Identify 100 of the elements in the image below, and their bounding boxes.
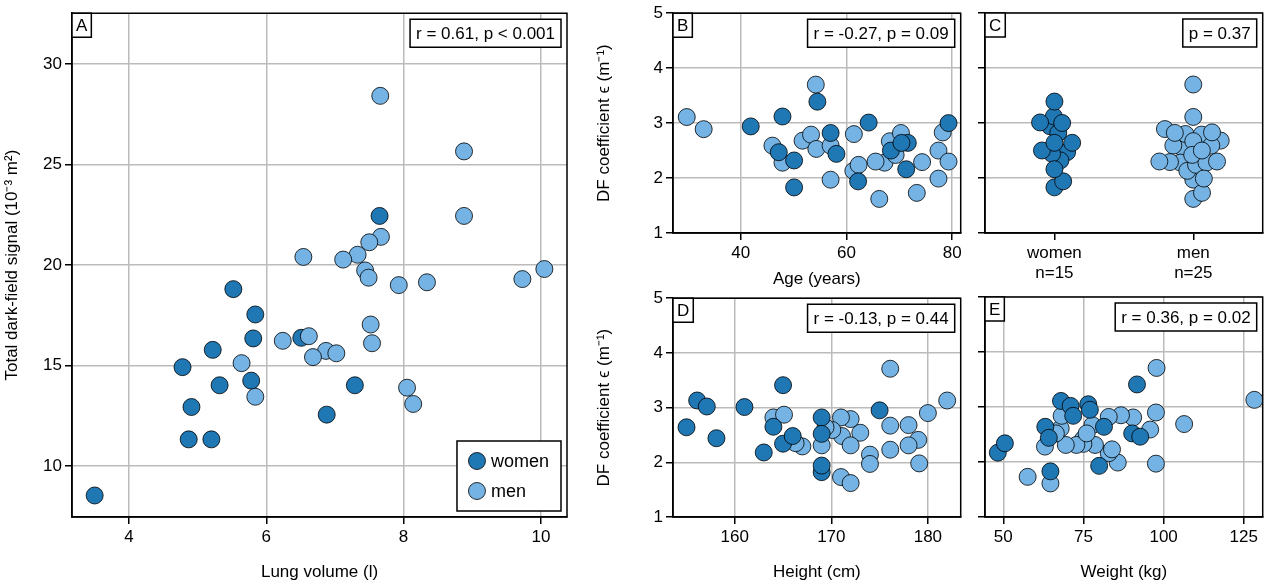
x-tick-label: 50 xyxy=(993,526,1013,546)
point xyxy=(774,376,792,395)
point xyxy=(182,398,201,416)
point xyxy=(677,108,696,126)
point xyxy=(371,86,390,105)
y-tick-label: 10 xyxy=(43,455,62,475)
point xyxy=(242,371,261,390)
point xyxy=(697,397,716,416)
y-axis-title: DF coefficient ϵ (m⁻¹) xyxy=(593,44,613,202)
x-tick-label: men n=25 xyxy=(1174,242,1213,283)
point xyxy=(327,344,346,363)
x-tick-label: 100 xyxy=(1149,526,1178,546)
point xyxy=(769,143,788,162)
x-tick-label: 80 xyxy=(942,242,962,262)
point xyxy=(899,436,918,455)
y-tick-label: 3 xyxy=(653,397,663,417)
point xyxy=(345,376,364,395)
x-tick-label: 180 xyxy=(913,526,943,546)
annotation: C xyxy=(989,15,1002,35)
point xyxy=(304,348,322,367)
point xyxy=(918,404,937,422)
point xyxy=(806,75,825,94)
point xyxy=(939,114,958,132)
annotation: r = -0.27, p = 0.09 xyxy=(813,23,949,43)
x-tick-label: 75 xyxy=(1073,526,1093,546)
x-tick-label: 60 xyxy=(837,242,856,262)
point xyxy=(913,153,931,172)
annotation: B xyxy=(677,15,689,35)
point xyxy=(783,427,802,445)
y-tick-label: 2 xyxy=(653,167,663,187)
x-axis-title: Weight (kg) xyxy=(1080,562,1168,582)
point xyxy=(859,113,878,132)
x-tick-label: 40 xyxy=(731,242,751,262)
annotation: r = 0.61, p < 0.001 xyxy=(416,23,556,43)
x-tick-label: 10 xyxy=(531,526,551,546)
point xyxy=(851,423,870,442)
point xyxy=(892,133,911,152)
point xyxy=(775,405,793,424)
point xyxy=(849,155,868,174)
y-tick-label: 15 xyxy=(43,355,62,375)
point xyxy=(418,273,436,292)
point xyxy=(1103,440,1121,459)
point xyxy=(741,117,760,136)
point xyxy=(1090,456,1109,475)
point xyxy=(389,276,408,295)
point xyxy=(85,486,104,505)
point xyxy=(348,245,367,264)
point xyxy=(203,340,222,359)
point xyxy=(785,151,804,170)
point xyxy=(246,305,265,324)
point xyxy=(273,331,292,350)
point xyxy=(939,152,958,171)
point xyxy=(832,408,850,427)
point xyxy=(535,260,554,278)
point xyxy=(995,434,1014,453)
point xyxy=(808,92,827,111)
point xyxy=(827,144,846,163)
x-axis-title: Age (years) xyxy=(772,269,861,289)
point xyxy=(1064,406,1083,425)
point xyxy=(844,125,863,143)
point xyxy=(179,430,198,449)
point xyxy=(849,172,867,191)
point xyxy=(360,233,379,252)
point xyxy=(1095,417,1113,436)
x-axis-title: Height (cm) xyxy=(772,562,861,582)
annotation: p = 0.37 xyxy=(1188,23,1251,43)
point xyxy=(246,387,265,406)
y-tick-label: 25 xyxy=(43,154,62,174)
point xyxy=(735,398,754,416)
point xyxy=(812,424,831,443)
y-tick-label: 2 xyxy=(653,451,663,471)
y-tick-label: 30 xyxy=(43,53,62,73)
point xyxy=(694,120,713,139)
point xyxy=(773,107,792,126)
point xyxy=(899,416,918,434)
point xyxy=(812,456,831,475)
point xyxy=(907,183,926,202)
point xyxy=(802,125,820,144)
point xyxy=(807,140,826,158)
point xyxy=(398,378,416,397)
point xyxy=(929,169,948,188)
y-axis-title: Total dark-field signal (10⁻³ m²) xyxy=(1,149,21,381)
point xyxy=(1077,424,1096,443)
point xyxy=(910,454,929,473)
y-tick-label: 4 xyxy=(653,57,663,77)
annotation: r = -0.13, p = 0.44 xyxy=(813,308,949,328)
point xyxy=(1147,359,1166,377)
point xyxy=(1175,415,1194,433)
point xyxy=(785,178,804,197)
point xyxy=(1147,403,1165,422)
point xyxy=(707,429,726,448)
point xyxy=(244,329,263,348)
point xyxy=(841,436,860,455)
x-tick-label: 6 xyxy=(261,526,272,546)
point xyxy=(866,152,885,171)
annotation: E xyxy=(989,299,1001,319)
point xyxy=(299,327,318,346)
point xyxy=(232,354,251,373)
x-tick-label: 8 xyxy=(398,526,409,546)
point xyxy=(359,268,378,287)
